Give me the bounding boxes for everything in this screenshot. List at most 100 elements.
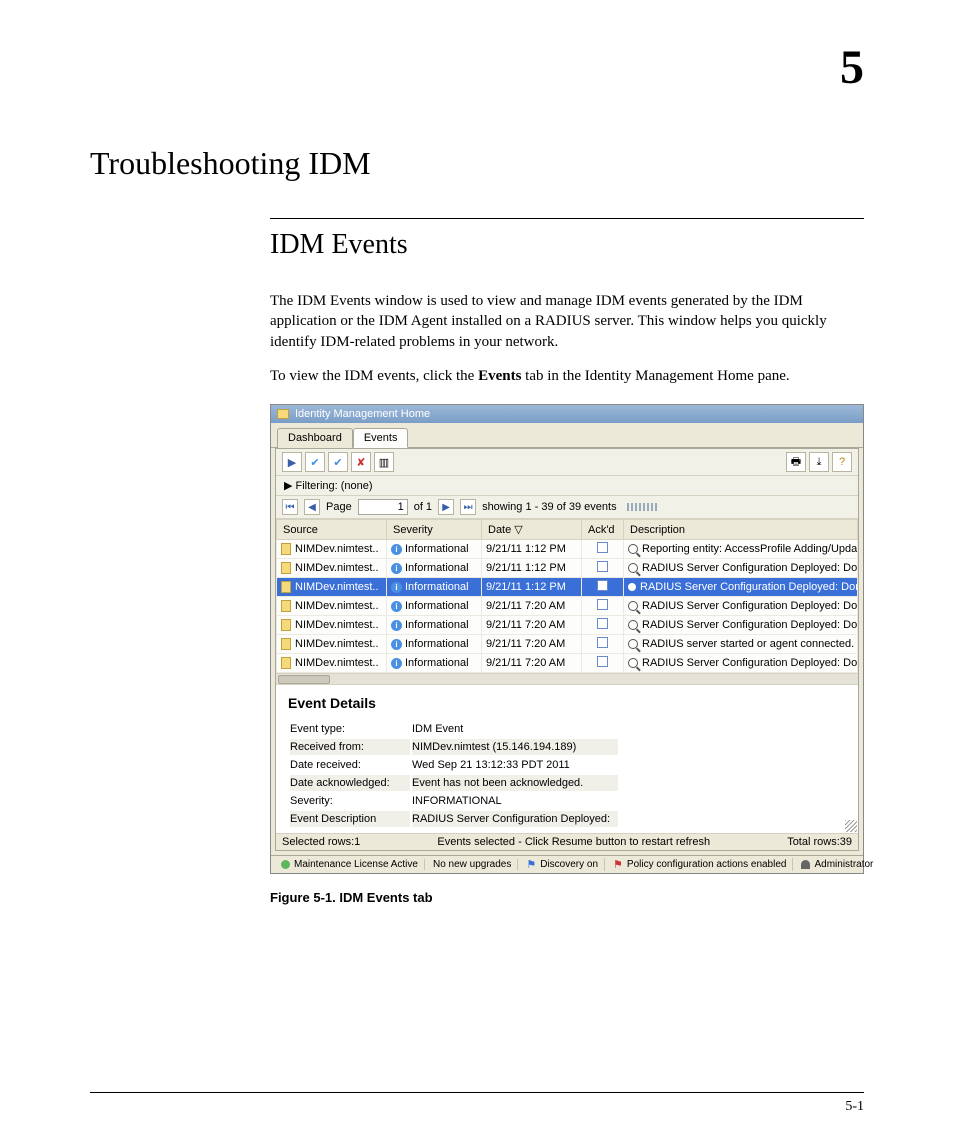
cell-date: 9/21/11 7:20 AM <box>482 635 582 654</box>
details-label: Date received: <box>290 757 410 773</box>
magnifier-icon[interactable] <box>628 620 638 630</box>
idm-events-screenshot: Identity Management Home Dashboard Event… <box>270 404 864 874</box>
details-row: Date acknowledged:Event has not been ack… <box>290 775 618 791</box>
cell-ack[interactable] <box>582 654 624 673</box>
cell-date: 9/21/11 7:20 AM <box>482 597 582 616</box>
cell-ack[interactable] <box>582 540 624 559</box>
info-icon: i <box>391 658 402 669</box>
table-row[interactable]: NIMDev.nimtest..iInformational9/21/11 7:… <box>277 597 858 616</box>
export-button[interactable]: ⤓ <box>809 452 829 472</box>
cell-description: RADIUS server started or agent connected… <box>624 635 858 654</box>
ack-checkbox[interactable] <box>597 637 608 648</box>
footer-admin: Administrator <box>795 859 879 870</box>
prev-page-button[interactable]: ◀ <box>304 499 320 515</box>
details-label: Event Description <box>290 811 410 827</box>
ack-checkbox[interactable] <box>597 580 608 591</box>
first-page-button[interactable]: ⏮ <box>282 499 298 515</box>
details-value: Wed Sep 21 13:12:33 PDT 2011 <box>412 757 618 773</box>
check-button-1[interactable]: ✔ <box>305 452 325 472</box>
col-severity[interactable]: Severity <box>387 520 482 540</box>
page-footer: 5-1 <box>90 1092 864 1115</box>
source-icon <box>281 657 291 669</box>
footer-discovery-text: Discovery on <box>540 859 598 870</box>
last-page-button[interactable]: ⏭ <box>460 499 476 515</box>
table-row[interactable]: NIMDev.nimtest..iInformational9/21/11 1:… <box>277 559 858 578</box>
source-icon <box>281 581 291 593</box>
footer-status-bar: Maintenance License Active No new upgrad… <box>271 855 863 873</box>
source-icon <box>281 619 291 631</box>
info-icon: i <box>391 620 402 631</box>
showing-label: showing 1 - 39 of 39 events <box>482 501 617 513</box>
col-source[interactable]: Source <box>277 520 387 540</box>
details-value: Event has not been acknowledged. <box>412 775 618 791</box>
green-dot-icon <box>281 860 290 869</box>
table-row[interactable]: NIMDev.nimtest..iInformational9/21/11 1:… <box>277 578 858 597</box>
table-row[interactable]: NIMDev.nimtest..iInformational9/21/11 7:… <box>277 654 858 673</box>
play-button[interactable]: ▶ <box>282 452 302 472</box>
next-page-button[interactable]: ▶ <box>438 499 454 515</box>
help-button[interactable]: ? <box>832 452 852 472</box>
ack-checkbox[interactable] <box>597 542 608 553</box>
table-row[interactable]: NIMDev.nimtest..iInformational9/21/11 7:… <box>277 635 858 654</box>
events-table: Source Severity Date ▽ Ack'd Description… <box>276 519 858 673</box>
ack-checkbox[interactable] <box>597 561 608 572</box>
cell-date: 9/21/11 1:12 PM <box>482 559 582 578</box>
window-title-text: Identity Management Home <box>295 408 430 420</box>
info-icon: i <box>391 601 402 612</box>
cell-date: 9/21/11 1:12 PM <box>482 578 582 597</box>
magnifier-icon[interactable] <box>628 601 638 611</box>
toolbar: ▶ ✔ ✔ ✘ ▥ 🖶 ⤓ ? <box>276 449 858 476</box>
info-icon: i <box>391 639 402 650</box>
horizontal-scrollbar[interactable] <box>276 673 858 684</box>
details-label: Date acknowledged: <box>290 775 410 791</box>
cell-description: RADIUS Server Configuration Deployed: Do… <box>624 597 858 616</box>
cell-ack[interactable] <box>582 616 624 635</box>
columns-button[interactable]: ▥ <box>374 452 394 472</box>
cell-source: NIMDev.nimtest.. <box>277 654 387 673</box>
table-row[interactable]: NIMDev.nimtest..iInformational9/21/11 1:… <box>277 540 858 559</box>
magnifier-icon[interactable] <box>628 544 638 554</box>
cell-ack[interactable] <box>582 635 624 654</box>
cell-ack[interactable] <box>582 597 624 616</box>
magnifier-icon[interactable] <box>628 658 638 668</box>
cell-ack[interactable] <box>582 559 624 578</box>
details-value: INFORMATIONAL <box>412 793 618 809</box>
magnifier-icon[interactable] <box>628 639 638 649</box>
check-button-2[interactable]: ✔ <box>328 452 348 472</box>
footer-discovery: ⚑Discovery on <box>520 858 605 871</box>
flag-red-icon: ⚑ <box>613 858 623 871</box>
magnifier-icon[interactable] <box>628 563 638 573</box>
filter-row[interactable]: ▶ Filtering: (none) <box>276 476 858 496</box>
page-input[interactable] <box>358 499 408 515</box>
ack-checkbox[interactable] <box>597 656 608 667</box>
tab-dashboard[interactable]: Dashboard <box>277 428 353 448</box>
resize-grip-icon[interactable] <box>845 820 857 832</box>
info-icon: i <box>391 544 402 555</box>
footer-upgrades: No new upgrades <box>427 859 518 870</box>
source-icon <box>281 562 291 574</box>
status-message: Events selected - Click Resume button to… <box>437 836 710 848</box>
ack-checkbox[interactable] <box>597 618 608 629</box>
col-description[interactable]: Description <box>624 520 858 540</box>
tab-events[interactable]: Events <box>353 428 409 448</box>
status-row: Selected rows:1 Events selected - Click … <box>276 833 858 850</box>
col-date[interactable]: Date ▽ <box>482 520 582 540</box>
pager-row: ⏮ ◀ Page of 1 ▶ ⏭ showing 1 - 39 of 39 e… <box>276 496 858 519</box>
table-row[interactable]: NIMDev.nimtest..iInformational9/21/11 7:… <box>277 616 858 635</box>
ack-checkbox[interactable] <box>597 599 608 610</box>
cell-source: NIMDev.nimtest.. <box>277 635 387 654</box>
cell-description: Reporting entity: AccessProfile Adding/U… <box>624 540 858 559</box>
col-ack[interactable]: Ack'd <box>582 520 624 540</box>
cell-ack[interactable] <box>582 578 624 597</box>
details-label: Event type: <box>290 721 410 737</box>
status-selected-rows: Selected rows:1 <box>282 836 360 848</box>
clear-check-button[interactable]: ✘ <box>351 452 371 472</box>
cell-severity: iInformational <box>387 597 482 616</box>
bullet-icon <box>628 583 636 591</box>
section-divider <box>270 218 864 219</box>
cell-source: NIMDev.nimtest.. <box>277 578 387 597</box>
details-label: Received from: <box>290 739 410 755</box>
cell-source: NIMDev.nimtest.. <box>277 597 387 616</box>
print-button[interactable]: 🖶 <box>786 452 806 472</box>
cell-severity: iInformational <box>387 578 482 597</box>
